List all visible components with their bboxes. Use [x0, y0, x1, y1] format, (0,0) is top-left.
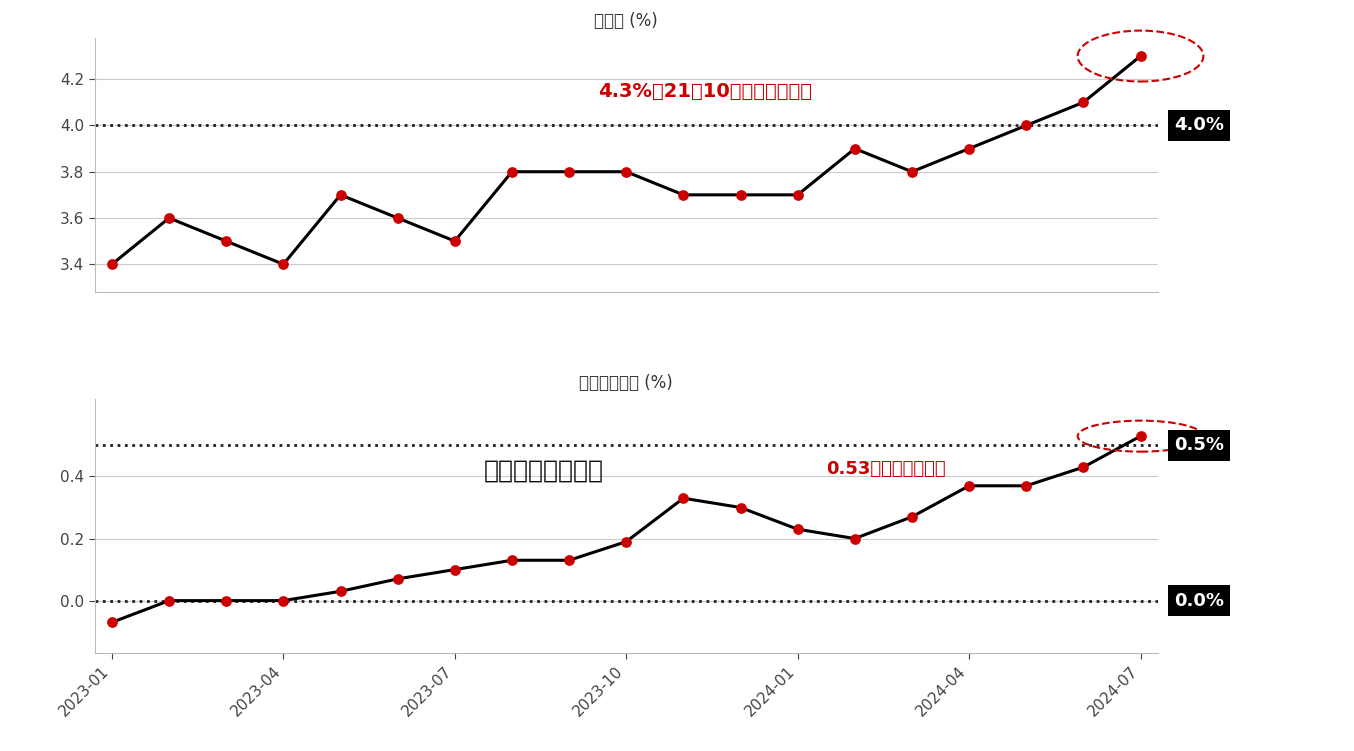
Point — [1129, 50, 1151, 62]
Point — [1072, 96, 1094, 108]
Point — [1016, 480, 1037, 492]
Title: 失業率 (%): 失業率 (%) — [594, 13, 658, 31]
Point — [1072, 461, 1094, 473]
Point — [730, 189, 751, 201]
Text: 景気後退のライン: 景気後退のライン — [483, 458, 604, 482]
Point — [787, 523, 808, 535]
Point — [902, 166, 923, 178]
Text: 0.5%: 0.5% — [1174, 436, 1224, 454]
Point — [329, 585, 351, 597]
Point — [1129, 430, 1151, 442]
Point — [215, 595, 237, 607]
Point — [844, 532, 865, 544]
Text: 4.3%：21年10月以来の高水準: 4.3%：21年10月以来の高水準 — [597, 83, 811, 101]
Point — [387, 212, 409, 224]
Point — [730, 502, 751, 514]
Point — [558, 554, 580, 566]
Point — [444, 235, 466, 247]
Point — [444, 563, 466, 575]
Text: 0.53ポイントへ上昇: 0.53ポイントへ上昇 — [826, 460, 946, 478]
Point — [501, 166, 523, 178]
Point — [272, 595, 294, 607]
Point — [959, 480, 980, 492]
Point — [959, 143, 980, 155]
Point — [215, 235, 237, 247]
Text: 0.0%: 0.0% — [1174, 592, 1224, 610]
Point — [558, 166, 580, 178]
Point — [615, 535, 636, 547]
Point — [102, 258, 123, 270]
Point — [501, 554, 523, 566]
Point — [615, 166, 636, 178]
Point — [902, 511, 923, 523]
Point — [387, 573, 409, 585]
Point — [787, 189, 808, 201]
Point — [158, 212, 180, 224]
Text: 4.0%: 4.0% — [1174, 116, 1224, 134]
Title: サームルール (%): サームルール (%) — [580, 374, 673, 392]
Point — [158, 595, 180, 607]
Point — [102, 617, 123, 629]
Point — [329, 189, 351, 201]
Point — [272, 258, 294, 270]
Point — [844, 143, 865, 155]
Point — [1016, 119, 1037, 131]
Point — [673, 492, 695, 504]
Point — [673, 189, 695, 201]
